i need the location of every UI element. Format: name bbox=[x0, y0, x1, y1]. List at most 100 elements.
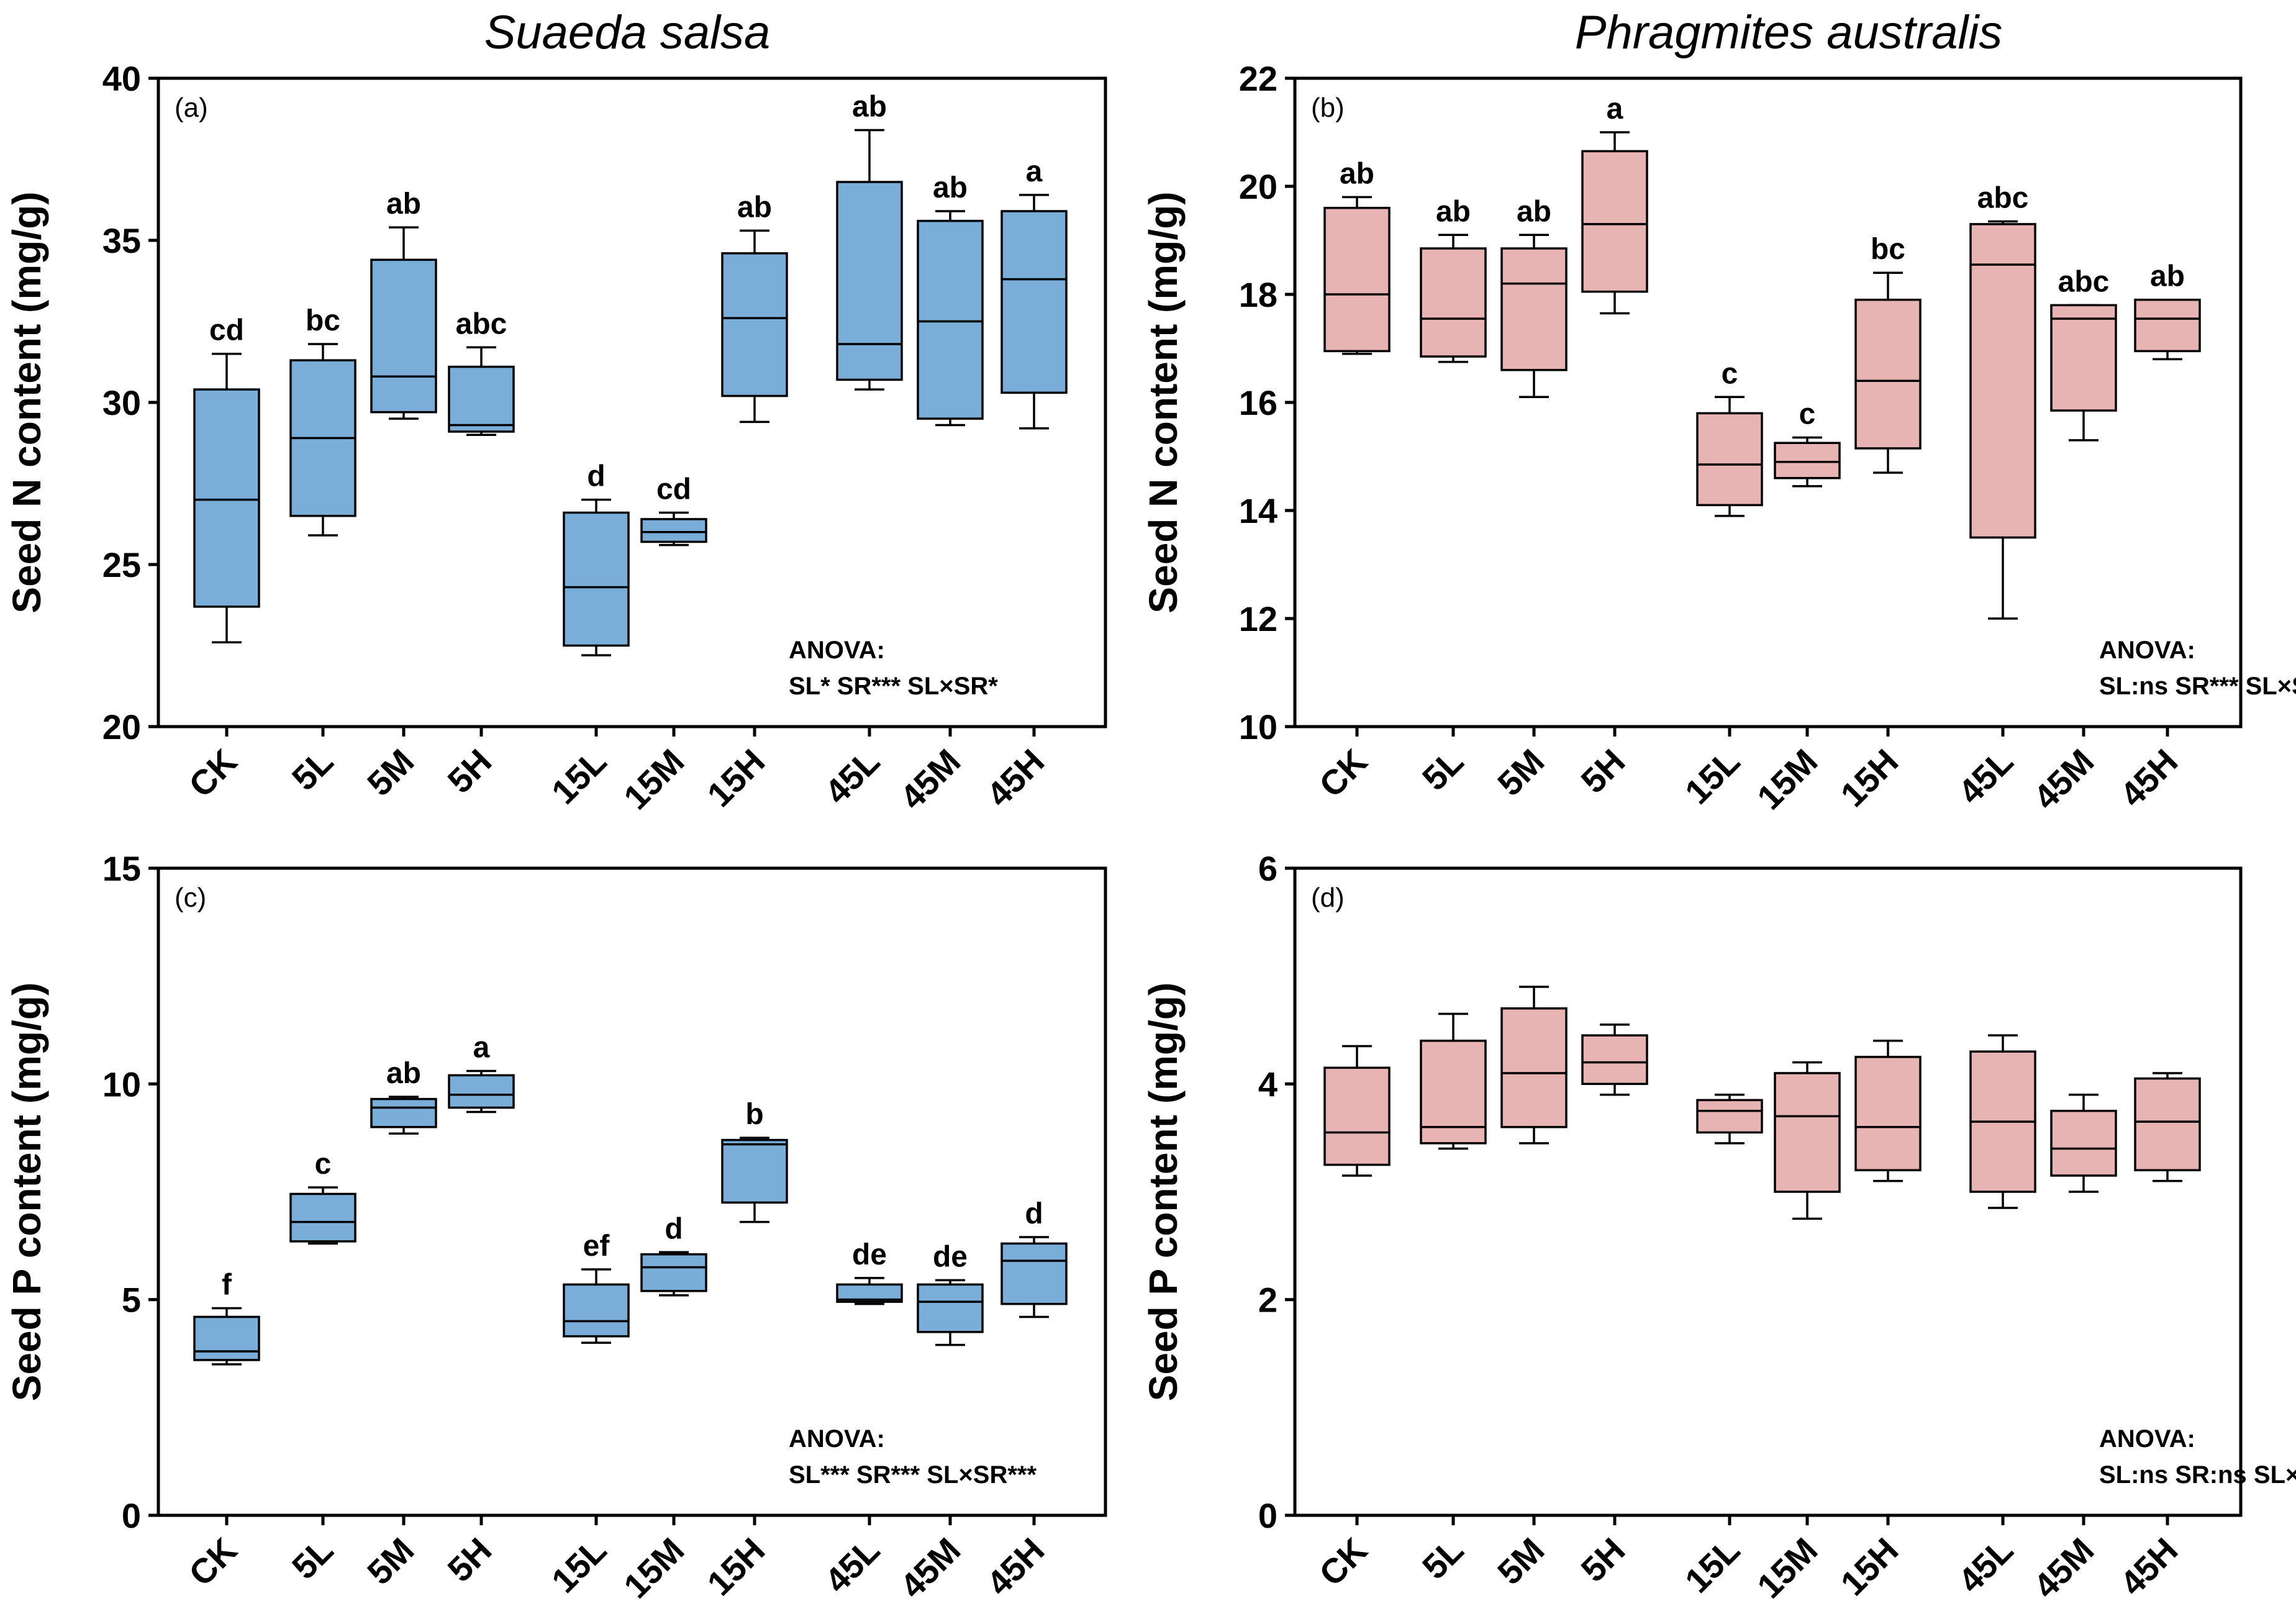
box-plot-45H bbox=[1001, 194, 1068, 430]
box-plot-5M bbox=[1500, 234, 1568, 399]
box-plot-45M bbox=[917, 1279, 984, 1346]
box-plot-15L bbox=[1696, 396, 1763, 517]
anova-title: ANOVA: bbox=[789, 637, 885, 664]
box-iqr bbox=[640, 518, 707, 543]
panel-a: (a) Seed N content (mg/g) 20 25 30 35 40 CK cd 5L… bbox=[4, 59, 1107, 817]
y-axis-title: Seed N content (mg/g) bbox=[1141, 191, 1186, 613]
x-tick-label: 5L bbox=[284, 1530, 341, 1587]
box-plot-CK bbox=[1323, 1045, 1391, 1177]
panels: (a)Seed N content (mg/g)2025303540CKcd5L… bbox=[4, 59, 2296, 1606]
x-tick-label: 15L bbox=[1677, 1530, 1748, 1600]
box-iqr bbox=[1774, 1072, 1841, 1193]
box-plot-15M bbox=[1774, 436, 1841, 488]
box-plot-15M bbox=[640, 1251, 707, 1297]
y-tick-label: 20 bbox=[102, 707, 141, 746]
significance-letter: d bbox=[665, 1212, 683, 1245]
box-iqr bbox=[1854, 1056, 1922, 1172]
box-iqr bbox=[2134, 1077, 2201, 1172]
y-tick-label: 10 bbox=[102, 1064, 141, 1104]
box-iqr bbox=[836, 181, 903, 381]
x-tick-label: 5H bbox=[1573, 1530, 1632, 1589]
anova-title: ANOVA: bbox=[789, 1425, 885, 1453]
box-iqr bbox=[2050, 304, 2117, 412]
box-iqr bbox=[1323, 207, 1391, 353]
x-tick-label: 15H bbox=[1833, 1530, 1905, 1603]
box-plot-15H bbox=[1854, 1040, 1922, 1182]
y-tick-label: 4 bbox=[1258, 1064, 1277, 1104]
plot-frame bbox=[1293, 866, 2243, 1517]
x-tick-label: 15M bbox=[1749, 742, 1825, 817]
box-plot-15L bbox=[563, 498, 630, 656]
x-tick-label: 15L bbox=[544, 742, 614, 812]
panel-label: (d) bbox=[1311, 882, 1345, 913]
x-tick-label: 15H bbox=[699, 742, 772, 814]
significance-letter: ef bbox=[583, 1230, 610, 1263]
anova-result: SL:ns SR*** SL×SR:ns bbox=[2099, 673, 2296, 700]
x-tick-label: CK bbox=[181, 1530, 245, 1594]
box-plot-5H bbox=[448, 346, 515, 436]
box-plot-45H bbox=[2134, 298, 2201, 361]
box-iqr bbox=[1969, 223, 2036, 539]
significance-letter: ab bbox=[737, 191, 772, 224]
x-tick-label: 5M bbox=[1490, 742, 1552, 804]
box-iqr bbox=[721, 252, 788, 397]
box-iqr bbox=[563, 511, 630, 647]
x-tick-label: 45L bbox=[1951, 1530, 2021, 1600]
x-tick-label: CK bbox=[181, 742, 245, 805]
significance-letter: ab bbox=[852, 91, 887, 124]
column-title-suaeda: Suaeda salsa bbox=[484, 6, 771, 59]
box-iqr bbox=[721, 1138, 788, 1204]
significance-letter: a bbox=[1607, 93, 1623, 125]
box-plot-15L bbox=[1696, 1093, 1763, 1145]
box-plot-5L bbox=[289, 343, 356, 537]
x-tick-label: 45H bbox=[979, 1530, 1051, 1603]
anova-title: ANOVA: bbox=[2099, 637, 2195, 664]
plot-frame bbox=[157, 866, 1107, 1517]
x-tick-label: CK bbox=[1312, 1530, 1375, 1594]
box-plot-45L bbox=[836, 1277, 903, 1305]
box-iqr bbox=[193, 388, 260, 608]
y-tick-label: 15 bbox=[102, 849, 141, 888]
y-tick-label: 0 bbox=[122, 1496, 141, 1535]
x-tick-label: 15H bbox=[699, 1530, 772, 1603]
box-plot-45L bbox=[1969, 1034, 2036, 1209]
box-plot-CK bbox=[193, 352, 260, 644]
panel-c: (c)Seed P content (mg/g)051015CKf5Lc5Mab… bbox=[4, 849, 1107, 1606]
box-plot-45L bbox=[1969, 220, 2036, 620]
significance-letter: f bbox=[222, 1269, 232, 1302]
box-plot-5H bbox=[448, 1069, 515, 1114]
significance-letter: bc bbox=[1871, 233, 1905, 266]
box-iqr bbox=[1696, 412, 1763, 507]
box-iqr bbox=[1420, 247, 1487, 358]
x-tick-label: 5L bbox=[1415, 742, 1471, 798]
x-tick-label: 15M bbox=[616, 742, 692, 817]
box-plot-15H bbox=[721, 229, 788, 424]
box-iqr bbox=[1581, 1034, 1648, 1086]
box-plot-45L bbox=[836, 129, 903, 391]
x-tick-label: 5H bbox=[440, 742, 499, 801]
significance-letter: ab bbox=[386, 188, 421, 220]
significance-letter: de bbox=[852, 1238, 887, 1271]
box-iqr bbox=[370, 1097, 437, 1128]
x-tick-label: 5M bbox=[360, 1530, 422, 1592]
significance-letter: ab bbox=[2150, 260, 2185, 293]
x-tick-label: 45L bbox=[817, 742, 887, 812]
x-tick-label: 5M bbox=[360, 742, 422, 804]
significance-letter: a bbox=[473, 1031, 490, 1064]
y-tick-label: 12 bbox=[1239, 599, 1277, 638]
significance-letter: cd bbox=[209, 314, 244, 347]
x-tick-label: 45M bbox=[892, 1530, 968, 1606]
box-iqr bbox=[1001, 210, 1068, 394]
y-axis-title: Seed N content (mg/g) bbox=[4, 191, 49, 613]
x-tick-label: 5L bbox=[284, 742, 341, 798]
y-tick-label: 6 bbox=[1258, 849, 1277, 888]
x-tick-label: 45M bbox=[2026, 1530, 2102, 1606]
x-tick-label: 45L bbox=[817, 1530, 887, 1600]
significance-letter: ab bbox=[1340, 157, 1374, 190]
box-plot-5M bbox=[370, 226, 437, 420]
box-plot-5M bbox=[370, 1096, 437, 1135]
column-title-phragmites: Phragmites australis bbox=[1575, 6, 2003, 59]
x-tick-label: 15L bbox=[544, 1530, 614, 1600]
